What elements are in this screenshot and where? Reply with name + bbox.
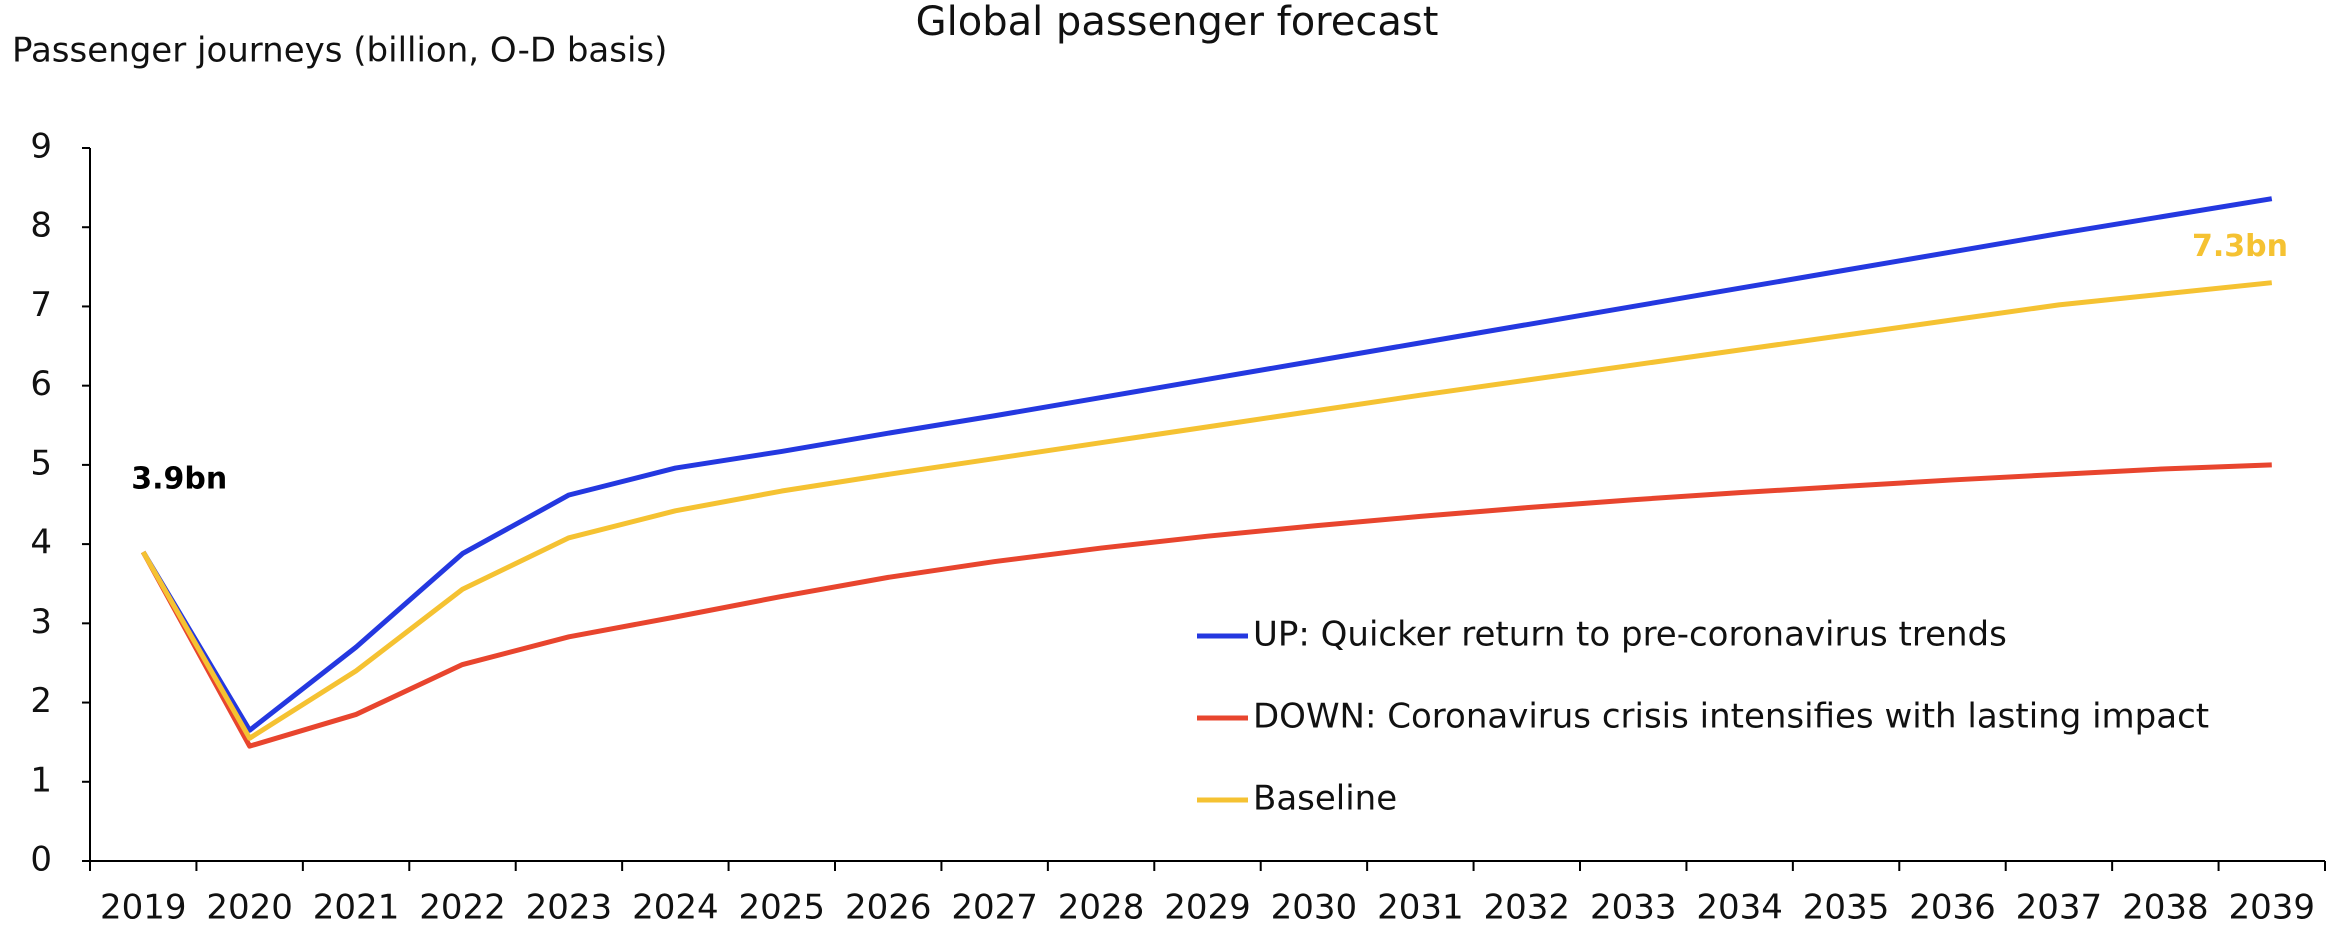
y-tick-label: 9 bbox=[30, 127, 52, 167]
x-tick-label: 2023 bbox=[526, 888, 613, 927]
annotation: 7.3bn bbox=[2192, 229, 2288, 264]
y-tick-label: 7 bbox=[30, 285, 52, 325]
y-tick-label: 6 bbox=[30, 364, 52, 404]
y-axis-label: Passenger journeys (billion, O-D basis) bbox=[12, 31, 667, 71]
x-tick-label: 2024 bbox=[632, 888, 719, 927]
line-series bbox=[141, 196, 2273, 733]
x-tick-label: 2025 bbox=[739, 888, 826, 927]
x-tick-label: 2034 bbox=[1696, 888, 1783, 927]
x-tick-label: 2038 bbox=[2122, 888, 2209, 927]
line-series bbox=[141, 280, 2273, 741]
x-tick-label: 2039 bbox=[2229, 888, 2316, 927]
y-tick-label: 3 bbox=[30, 602, 52, 642]
x-tick-label: 2028 bbox=[1058, 888, 1145, 927]
y-tick-label: 5 bbox=[30, 443, 52, 483]
x-tick-label: 2019 bbox=[100, 888, 187, 927]
legend-label: Baseline bbox=[1253, 779, 1397, 819]
y-tick-label: 2 bbox=[30, 681, 52, 721]
x-tick-label: 2022 bbox=[419, 888, 506, 927]
x-tick-label: 2027 bbox=[951, 888, 1038, 927]
x-tick-label: 2020 bbox=[206, 888, 293, 927]
x-tick-label: 2033 bbox=[1590, 888, 1677, 927]
y-tick-label: 4 bbox=[30, 523, 52, 563]
x-tick-label: 2029 bbox=[1164, 888, 1251, 927]
legend-label: UP: Quicker return to pre-coronavirus tr… bbox=[1253, 615, 2007, 655]
chart-title: Global passenger forecast bbox=[916, 0, 1439, 45]
y-tick-label: 1 bbox=[30, 760, 52, 800]
x-tick-label: 2021 bbox=[313, 888, 400, 927]
x-tick-label: 2032 bbox=[1484, 888, 1571, 927]
x-tick-label: 2037 bbox=[2016, 888, 2103, 927]
legend-label: DOWN: Coronavirus crisis intensifies wit… bbox=[1253, 697, 2209, 737]
x-tick-label: 2036 bbox=[1909, 888, 1996, 927]
x-tick-label: 2030 bbox=[1271, 888, 1358, 927]
y-tick-label: 8 bbox=[30, 206, 52, 246]
x-tick-label: 2031 bbox=[1377, 888, 1464, 927]
line-series bbox=[141, 462, 2272, 749]
x-tick-label: 2035 bbox=[1803, 888, 1890, 927]
annotation: 3.9bn bbox=[131, 462, 227, 497]
x-tick-label: 2026 bbox=[845, 888, 932, 927]
y-tick-label: 0 bbox=[30, 840, 52, 880]
